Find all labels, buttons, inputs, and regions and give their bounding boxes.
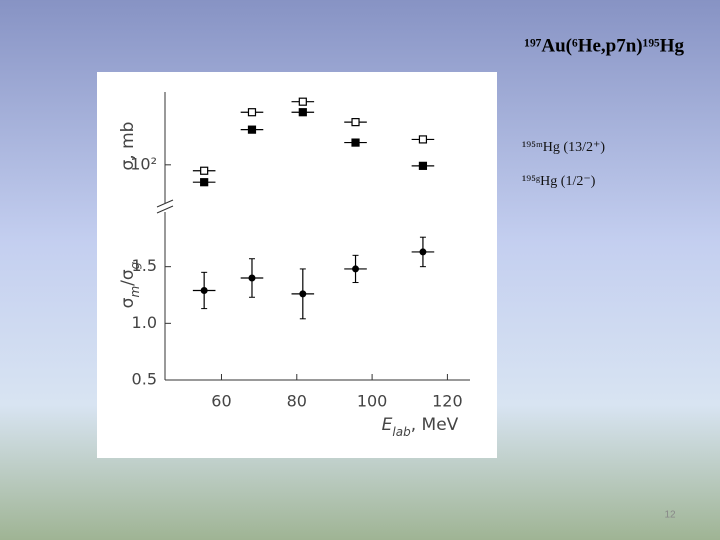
data-point [419,248,427,256]
x-tick-label: 100 [357,392,388,411]
data-point [351,118,360,127]
data-point [248,274,256,282]
page-number: 12 [664,510,676,521]
label-part: σ [118,159,138,170]
x-tick-label: 80 [287,392,307,411]
x-tick-label: 120 [432,392,463,411]
data-point [351,138,360,147]
y-axis-label: σm/σg [118,261,142,308]
label-part: g [128,261,142,269]
data-point [298,108,307,117]
label-part: lab [392,425,411,439]
data-point [200,166,209,175]
y-tick-label: 10² [130,154,157,173]
label-part: σ [118,297,138,308]
data-point [247,108,257,117]
data-point [418,135,428,144]
label-part: E [382,415,393,435]
y-tick-label: 0.5 [132,370,157,389]
data-point [247,125,257,134]
data-point [298,97,307,106]
label-part: m [128,286,142,298]
x-tick-label: 60 [211,392,231,411]
data-point [418,161,428,170]
label-part: , mb [118,122,138,160]
label-part: , MeV [411,415,459,435]
plot [156,92,470,381]
y-axis-label: σ, mb [118,122,138,171]
chart-panel [97,72,497,458]
y-tick-label: 1.5 [132,256,157,275]
data-point [299,290,307,298]
data-point [200,178,209,187]
label-part: /σ [118,269,138,286]
legend-entry: ¹⁹⁵ᵐHg (13/2⁺) [522,140,605,155]
axis-break [156,205,174,214]
legend-entry: ¹⁹⁵ᵍHg (1/2⁻) [522,174,596,189]
x-axis-label: Elab, MeV [382,415,459,439]
y-tick-label: 1.0 [132,313,157,332]
slide-title: ¹⁹⁷Au(⁶He,p7n)¹⁹⁵Hg [524,35,684,56]
data-point [352,265,360,273]
data-point [200,286,208,294]
axis-break [156,199,174,208]
